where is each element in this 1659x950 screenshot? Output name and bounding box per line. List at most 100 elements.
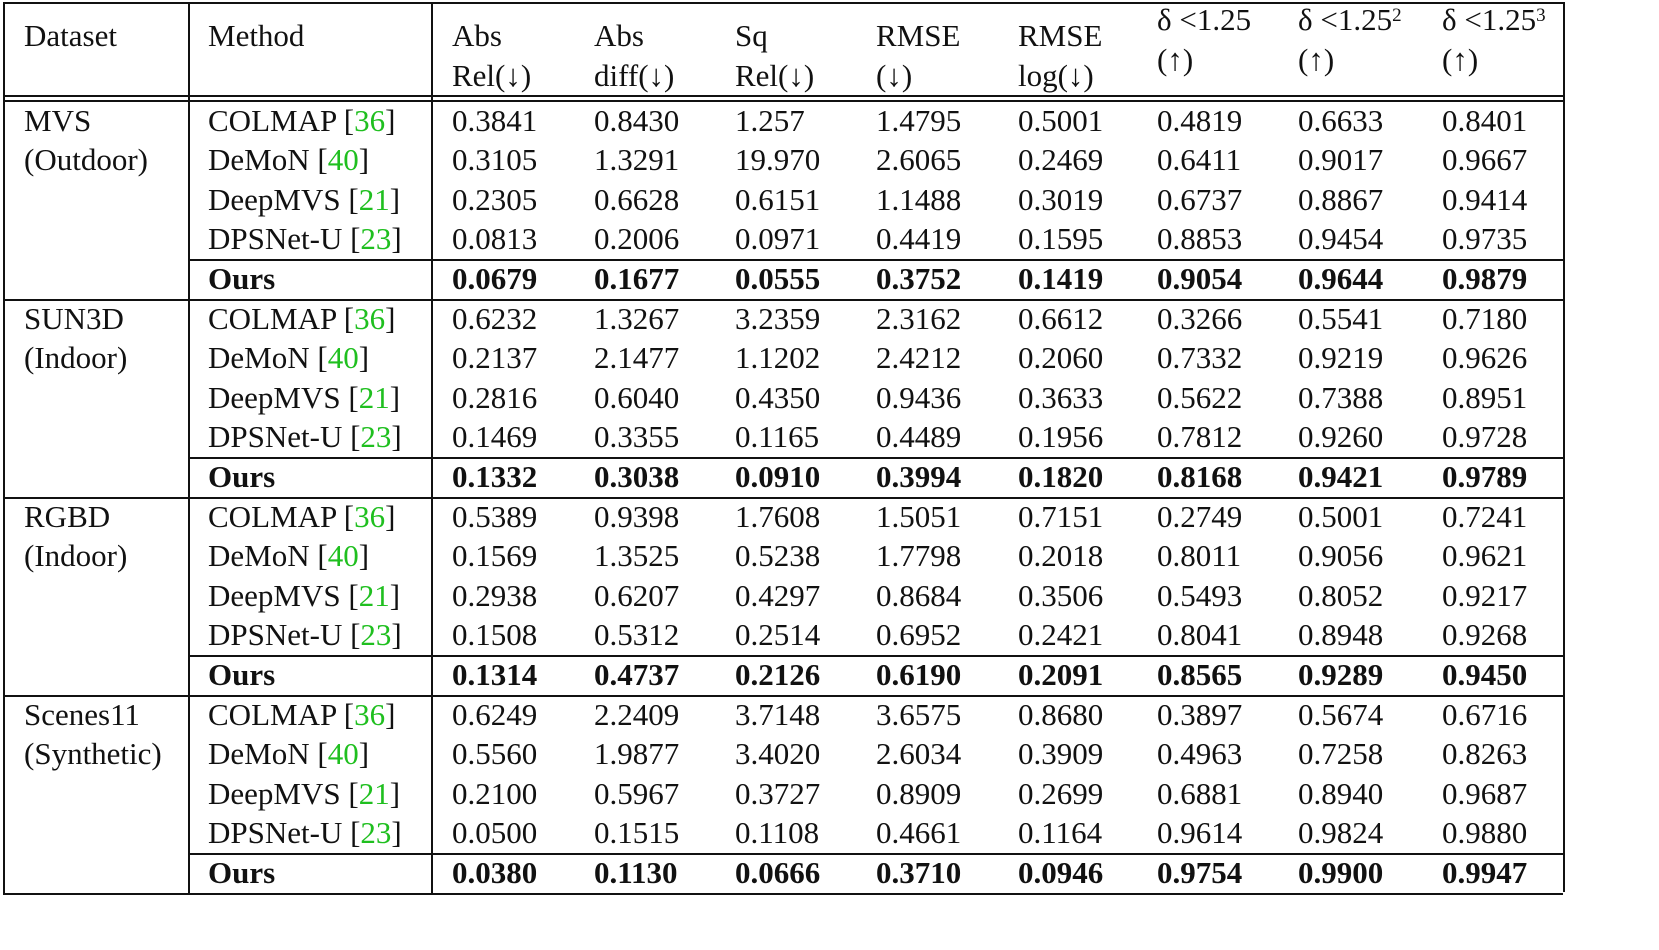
citation-link[interactable]: 36 (354, 301, 386, 336)
metric-value: 0.9454 (1298, 221, 1384, 257)
dataset-label: SUN3D (24, 301, 124, 336)
metric-value: 0.9880 (1442, 815, 1528, 851)
metric-value: 0.0380 (452, 854, 538, 890)
metric-value: 0.6249 (452, 697, 538, 732)
citation-link[interactable]: 21 (358, 775, 390, 811)
citation-link[interactable]: 40 (327, 142, 359, 178)
metric-value: 0.7258 (1298, 736, 1384, 772)
metric-value: 0.9421 (1298, 458, 1384, 494)
citation-link[interactable]: 40 (327, 340, 359, 376)
method-name: DeMoN [40] (208, 538, 370, 574)
metric-value: 0.4819 (1157, 103, 1243, 138)
metric-value: 0.9728 (1442, 419, 1528, 455)
citation-link[interactable]: 36 (354, 697, 386, 732)
metric-value: 0.1569 (452, 538, 538, 574)
citation-link[interactable]: 40 (327, 736, 359, 772)
metric-value: 0.6232 (452, 301, 538, 336)
metric-value: 0.8948 (1298, 617, 1384, 653)
citation-link[interactable]: 23 (360, 221, 392, 257)
metric-value: 0.8940 (1298, 775, 1384, 811)
group-separator-rule (3, 893, 1563, 895)
metric-value: 0.9054 (1157, 260, 1243, 296)
header-line-1: Sq (735, 18, 768, 53)
header-line-2: (↓) (876, 58, 913, 93)
metric-value: 0.7332 (1157, 340, 1243, 376)
method-name: COLMAP [36] (208, 103, 396, 138)
citation-link[interactable]: 23 (360, 815, 392, 851)
metric-value: 0.9626 (1442, 340, 1528, 376)
header-superscript: 3 (1536, 5, 1546, 26)
citation-link[interactable]: 21 (358, 379, 390, 415)
citation-link[interactable]: 23 (360, 617, 392, 653)
metric-value: 0.4297 (735, 577, 821, 613)
metric-value: 0.5560 (452, 736, 538, 772)
column-divider (188, 2, 190, 894)
method-name: Ours (208, 855, 275, 891)
method-label: DeepMVS (208, 775, 341, 811)
metric-value: 1.4795 (876, 103, 962, 138)
method-name: DPSNet-U [23] (208, 617, 402, 653)
method-name: DPSNet-U [23] (208, 419, 402, 455)
metric-value: 3.4020 (735, 736, 821, 772)
header-line-1: Abs (594, 18, 644, 53)
metric-value: 0.9217 (1442, 577, 1528, 613)
citation-link[interactable]: 36 (354, 499, 386, 534)
citation-link[interactable]: 36 (354, 103, 386, 138)
method-label: COLMAP (208, 697, 337, 732)
metric-value: 0.3994 (876, 458, 962, 494)
metric-value: 0.8263 (1442, 736, 1528, 772)
metric-value: 0.1956 (1018, 419, 1104, 455)
metric-value: 0.9789 (1442, 458, 1528, 494)
metric-value: 0.2126 (735, 656, 821, 692)
dataset-label: MVS (24, 103, 92, 138)
group-separator-rule (3, 299, 1563, 301)
metric-value: 0.2938 (452, 577, 538, 613)
metric-value: 0.6881 (1157, 775, 1243, 811)
metric-value: 0.2137 (452, 340, 538, 376)
metric-value: 0.6411 (1157, 142, 1242, 178)
group-separator-rule (3, 497, 1563, 499)
metric-value: 0.8684 (876, 577, 962, 613)
header-rule (3, 95, 1563, 97)
metric-value: 0.9056 (1298, 538, 1384, 574)
header-line-1: δ <1.25 (1157, 2, 1252, 37)
citation-link[interactable]: 23 (360, 419, 392, 455)
metric-value: 0.4963 (1157, 736, 1243, 772)
citation-link[interactable]: 21 (358, 577, 390, 613)
metric-value: 1.1488 (876, 181, 962, 217)
column-header: δ <1.25 (↑) (1157, 0, 1251, 80)
header-line-2: Rel(↓) (735, 58, 815, 93)
metric-value: 0.5541 (1298, 301, 1384, 336)
method-label: DPSNet-U (208, 815, 343, 851)
metric-value: 3.7148 (735, 697, 821, 732)
method-name: DeepMVS [21] (208, 775, 401, 811)
metric-value: 0.3727 (735, 775, 821, 811)
citation-link[interactable]: 40 (327, 538, 359, 574)
column-header: δ <1.252 (↑) (1298, 0, 1402, 80)
metric-value: 0.9735 (1442, 221, 1528, 257)
metric-value: 0.8565 (1157, 656, 1243, 692)
metric-value: 0.8951 (1442, 379, 1528, 415)
metric-value: 0.6040 (594, 379, 680, 415)
metric-value: 0.6716 (1442, 697, 1528, 732)
metric-value: 0.3633 (1018, 379, 1104, 415)
metric-value: 0.1164 (1018, 815, 1103, 851)
header-line-2: log(↓) (1018, 58, 1094, 93)
metric-value: 0.3909 (1018, 736, 1104, 772)
method-label: DeMoN (208, 736, 310, 772)
citation-link[interactable]: 21 (358, 181, 390, 217)
method-label: COLMAP (208, 499, 337, 534)
metric-value: 0.9824 (1298, 815, 1384, 851)
dataset-label: (Outdoor) (24, 142, 148, 178)
metric-value: 0.2816 (452, 379, 538, 415)
metric-value: 0.7180 (1442, 301, 1528, 336)
metric-value: 0.1820 (1018, 458, 1104, 494)
metric-value: 0.2699 (1018, 775, 1104, 811)
ours-row-rule (188, 654, 1563, 657)
metric-value: 0.9450 (1442, 656, 1528, 692)
method-label: COLMAP (208, 301, 337, 336)
metric-value: 0.3752 (876, 260, 962, 296)
metric-value: 1.5051 (876, 499, 962, 534)
metric-value: 1.7798 (876, 538, 962, 574)
